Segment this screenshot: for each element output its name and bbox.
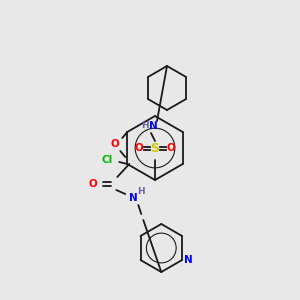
Text: O: O: [111, 139, 120, 149]
Text: O: O: [89, 179, 98, 189]
Text: H: H: [141, 122, 149, 130]
Text: N: N: [184, 255, 192, 265]
Text: O: O: [167, 143, 176, 153]
Text: H: H: [137, 188, 145, 196]
Text: S: S: [151, 142, 160, 154]
Text: N: N: [129, 193, 138, 203]
Text: O: O: [135, 143, 143, 153]
Text: N: N: [148, 121, 158, 131]
Text: Cl: Cl: [102, 155, 113, 165]
